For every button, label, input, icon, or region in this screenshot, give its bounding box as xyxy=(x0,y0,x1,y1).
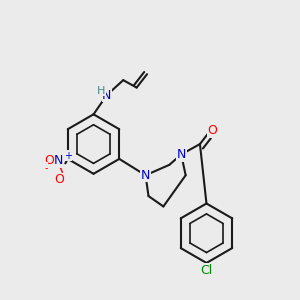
Text: -: - xyxy=(44,163,48,173)
Text: N: N xyxy=(54,154,63,167)
Text: H: H xyxy=(97,85,105,96)
Text: O: O xyxy=(208,124,218,137)
Text: N: N xyxy=(141,169,150,182)
Text: Cl: Cl xyxy=(200,264,213,277)
Text: N: N xyxy=(102,88,112,101)
Text: N: N xyxy=(176,148,186,161)
Text: O: O xyxy=(54,173,64,186)
Text: O: O xyxy=(44,154,54,167)
Text: +: + xyxy=(64,151,72,161)
